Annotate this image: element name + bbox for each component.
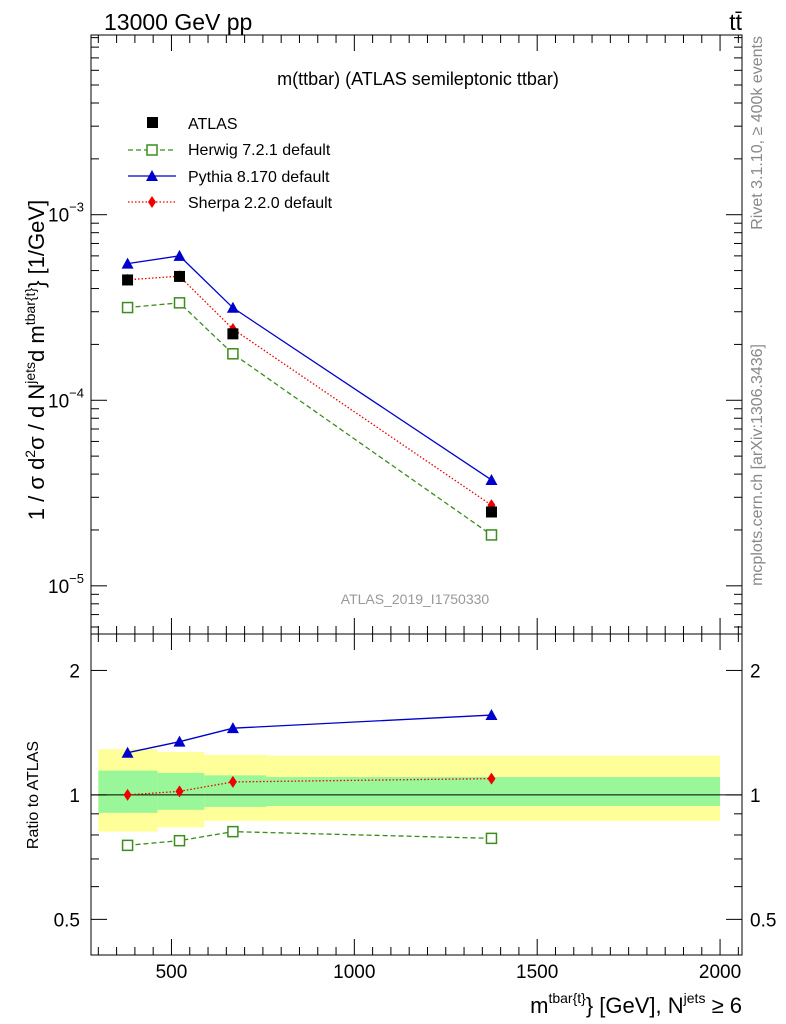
ratio-xtick-label-1: 1000 bbox=[333, 962, 375, 983]
main-herwig-point-2 bbox=[227, 348, 239, 360]
main-ytick-exp-0: −5 bbox=[69, 571, 84, 586]
ratio-pythia-point-1 bbox=[173, 735, 186, 747]
chart-title: m(ttbar) (ATLAS semileptonic ttbar) bbox=[277, 69, 559, 89]
ratio-sherpa-line bbox=[127, 777, 492, 796]
legend-marker-atlas bbox=[147, 117, 158, 128]
ratio-xtick-label-3: 2000 bbox=[699, 962, 741, 983]
main-pythia-point-2 bbox=[226, 301, 239, 313]
x-axis-label: mtbar{t}} [GeV], Njets ≥ 6 bbox=[530, 990, 742, 1018]
legend-marker-sherpa bbox=[148, 196, 156, 208]
mcplots-label: mcplots.cern.ch [arXiv:1306.3436] bbox=[749, 344, 766, 586]
rivet-label: Rivet 3.1.10, ≥ 400k events bbox=[749, 36, 766, 230]
main-herwig-point-3 bbox=[485, 529, 498, 541]
main-pythia-point-3 bbox=[485, 473, 498, 485]
main-pythia-point-0 bbox=[121, 257, 134, 269]
ratio-y-axis-label: Ratio to ATLAS bbox=[25, 741, 42, 849]
legend-label-herwig: Herwig 7.2.1 default bbox=[188, 142, 331, 159]
xlabel-sup-jets: jets bbox=[683, 990, 706, 1006]
legend-label-atlas: ATLAS bbox=[188, 116, 238, 133]
ratio-herwig-point-1 bbox=[173, 834, 186, 847]
main-ytick-label-0: 10−5 bbox=[48, 571, 84, 598]
main-data-point-1 bbox=[174, 270, 186, 282]
main-ytick-base-1: 10 bbox=[48, 391, 69, 412]
ylabel-sup-tbar: tbar{t} bbox=[22, 288, 38, 326]
ratio-sherpa-point-2 bbox=[228, 775, 237, 788]
main-sherpa-line bbox=[127, 275, 492, 506]
main-panel-series bbox=[121, 249, 498, 541]
ratio-panel-bands bbox=[91, 749, 742, 832]
ratio-ytick-label-right-2: 2 bbox=[750, 661, 761, 682]
xlabel-part-2: } [GeV], N bbox=[586, 993, 684, 1018]
ratio-panel-ticks: 0.5 0.5 1 1 2 2 500 1000 1500 2000 bbox=[54, 634, 776, 983]
main-ytick-base-0: 10 bbox=[48, 577, 69, 598]
main-ytick-label-2: 10−3 bbox=[48, 200, 84, 227]
ratio-ytick-label-left-0: 0.5 bbox=[54, 910, 80, 931]
main-data-point-2 bbox=[227, 328, 239, 340]
analysis-watermark: ATLAS_2019_I1750330 bbox=[341, 591, 490, 607]
ratio-panel-series bbox=[121, 709, 498, 852]
main-ytick-exp-2: −3 bbox=[69, 200, 84, 215]
xlabel-part-1: m bbox=[530, 993, 548, 1018]
ylabel-part-4: } [1/GeV] bbox=[24, 200, 49, 288]
ratio-pythia-point-0 bbox=[121, 746, 134, 758]
ratio-herwig-point-3 bbox=[485, 832, 498, 845]
process-label: tt̄ bbox=[729, 9, 742, 35]
ratio-xtick-label-0: 500 bbox=[156, 962, 188, 983]
legend: ATLAS Herwig 7.2.1 default Pythia 8.170 … bbox=[128, 116, 333, 212]
main-ytick-base-2: 10 bbox=[48, 206, 69, 227]
ylabel-sup-2: 2 bbox=[22, 450, 38, 458]
ratio-herwig-point-0 bbox=[121, 839, 134, 852]
ratio-sherpa-point-1 bbox=[175, 785, 184, 798]
main-herwig-point-0 bbox=[121, 301, 134, 314]
main-panel-ticks: 10−510−410−3 bbox=[48, 35, 742, 634]
ratio-pythia-line bbox=[127, 714, 492, 754]
main-ytick-label-1: 10−4 bbox=[48, 385, 84, 412]
ratio-ytick-label-right-1: 1 bbox=[750, 786, 761, 807]
legend-label-sherpa: Sherpa 2.2.0 default bbox=[188, 195, 333, 212]
ratio-pythia-point-3 bbox=[485, 709, 498, 721]
ylabel-part-1: 1 / σ d bbox=[24, 458, 49, 521]
main-pythia-point-1 bbox=[173, 249, 186, 261]
main-ytick-exp-1: −4 bbox=[69, 385, 84, 400]
ratio-xtick-label-2: 1500 bbox=[516, 962, 558, 983]
xlabel-part-3: ≥ 6 bbox=[705, 993, 742, 1018]
main-y-axis-label: 1 / σ d2σ / d Njetsd mtbar{t}} [1/GeV] bbox=[22, 200, 49, 520]
legend-marker-herwig bbox=[146, 144, 158, 156]
main-data-point-0 bbox=[122, 274, 134, 286]
ratio-sherpa-point-0 bbox=[123, 788, 132, 801]
main-pythia-line bbox=[127, 255, 492, 481]
ylabel-part-2: σ / d N bbox=[24, 384, 49, 450]
energy-label: 13000 GeV pp bbox=[104, 9, 252, 35]
ratio-pythia-point-2 bbox=[226, 722, 239, 734]
svg-text:1 / σ d2σ / d Njetsd mtbar{t}}: 1 / σ d2σ / d Njetsd mtbar{t}} [1/GeV] bbox=[22, 200, 49, 520]
ratio-ytick-label-right-0: 0.5 bbox=[750, 910, 776, 931]
main-herwig-line bbox=[127, 302, 492, 536]
ratio-herwig-point-2 bbox=[227, 825, 239, 838]
ratio-ytick-label-left-1: 1 bbox=[69, 786, 80, 807]
ratio-ytick-label-left-2: 2 bbox=[69, 661, 80, 682]
main-herwig-point-1 bbox=[173, 297, 186, 309]
ylabel-part-3: d m bbox=[24, 325, 49, 362]
ylabel-sup-jets: jets bbox=[22, 362, 38, 385]
ratio-sherpa-point-3 bbox=[487, 772, 496, 785]
xlabel-sup-tbar: tbar{t} bbox=[548, 990, 586, 1006]
legend-marker-pythia bbox=[146, 170, 158, 181]
main-data-point-3 bbox=[485, 506, 497, 518]
legend-label-pythia: Pythia 8.170 default bbox=[188, 169, 330, 186]
ratio-herwig-line bbox=[127, 830, 492, 847]
